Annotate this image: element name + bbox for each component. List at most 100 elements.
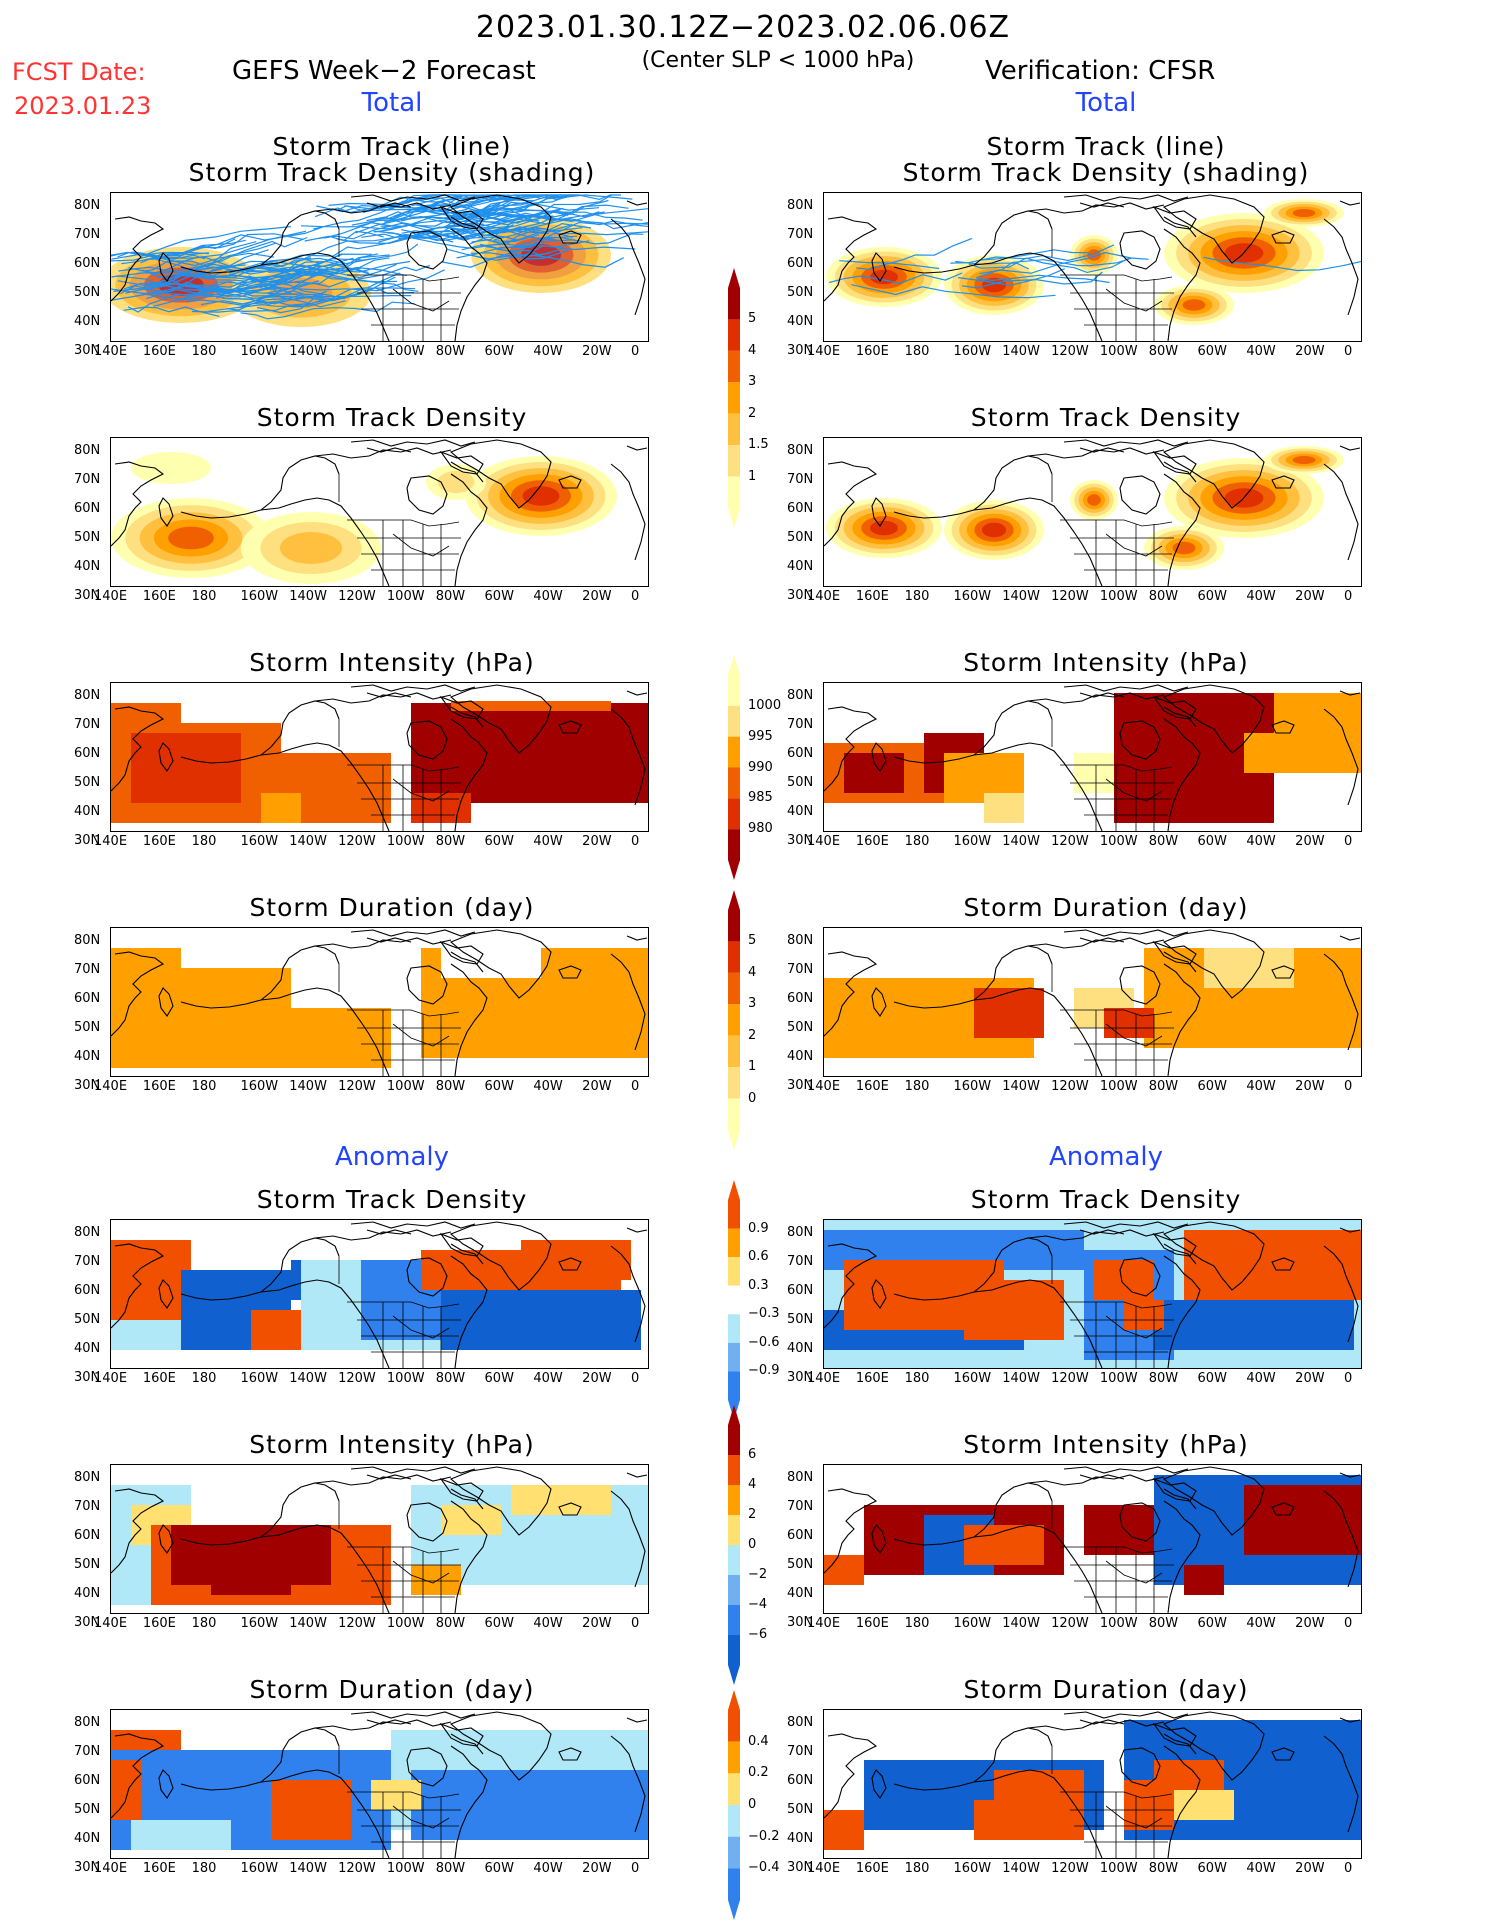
lat-label: 80N: [74, 1470, 101, 1485]
shading-cell: [1174, 1790, 1234, 1820]
cfsr-intensity-panel-svg: [824, 684, 1361, 831]
right-title-intensity-anom: Storm Intensity (hPa): [963, 1430, 1249, 1459]
lon-label: 160W: [953, 589, 992, 604]
shading-cell: [824, 1555, 864, 1585]
right-title-duration: Storm Duration (day): [963, 893, 1249, 922]
storm-track-line: [361, 217, 489, 230]
lon-label: 160W: [240, 1079, 279, 1094]
colorbar-label: 0.3: [748, 1277, 769, 1293]
shading-blob: [1292, 209, 1316, 217]
lon-label: 0: [1344, 1861, 1353, 1876]
lon-label: 160E: [855, 1861, 889, 1876]
lat-label: 30N: [74, 588, 101, 603]
shading-blob: [869, 269, 899, 285]
storm-track-line: [141, 226, 291, 257]
lon-label: 160E: [142, 834, 176, 849]
lat-label: 40N: [787, 1341, 814, 1356]
lat-label: 30N: [787, 833, 814, 848]
storm-track-line: [153, 281, 290, 307]
coastline: [824, 439, 1361, 586]
storm-track-line: [851, 284, 1056, 299]
gefs-density-panel-svg: [111, 439, 648, 586]
political-borders: [1051, 1746, 1174, 1858]
slp-condition: (Center SLP < 1000 hPa): [641, 48, 915, 73]
colorbar-label: 6: [748, 1447, 757, 1462]
gefs-intensity-anomaly-panel-svg: [111, 1466, 648, 1613]
coastline: [824, 684, 1361, 831]
lon-label: 100W: [386, 344, 425, 359]
colorbar-swatch: [728, 736, 740, 768]
political-borders: [1051, 1501, 1174, 1613]
lon-label: 120W: [338, 834, 376, 849]
coastline: [111, 439, 648, 586]
storm-track-line: [200, 272, 307, 288]
storm-track-line: [300, 222, 392, 228]
storm-track-line: [140, 226, 323, 264]
lat-label: 40N: [74, 559, 101, 574]
storm-track-line: [415, 197, 561, 216]
colorbar-swatch: [728, 675, 740, 706]
lon-label: 20W: [1295, 1079, 1325, 1094]
right-anomaly-label: Anomaly: [1048, 1142, 1164, 1172]
gefs-intensity-anomaly-panel: [110, 1464, 649, 1614]
storm-track-line: [240, 301, 415, 320]
shading-blob: [869, 520, 899, 536]
lat-label: 30N: [74, 1615, 101, 1630]
lon-label: 160E: [142, 1861, 176, 1876]
lat-label: 70N: [74, 1254, 101, 1269]
lon-label: 60W: [484, 834, 514, 849]
lon-label: 80W: [435, 834, 466, 849]
cfsr-duration-panel: [823, 927, 1362, 1077]
colorbar-label: −0.6: [748, 1334, 780, 1350]
cfsr-density-anomaly-panel-svg: [824, 1220, 1361, 1368]
storm-track-line: [222, 272, 401, 305]
lat-label: 70N: [787, 472, 814, 487]
shading-cell: [1084, 1505, 1154, 1555]
political-borders: [1051, 964, 1174, 1076]
lon-label: 180: [191, 1371, 217, 1386]
shading-cell: [1124, 1780, 1174, 1830]
storm-track-line: [118, 257, 354, 283]
lon-label: 140W: [1002, 1079, 1040, 1094]
lon-label: 40W: [1246, 589, 1276, 604]
lon-label: 80W: [435, 1861, 466, 1876]
lat-label: 70N: [74, 1744, 101, 1759]
colorbar-swatch: [728, 941, 740, 973]
shading-cell: [1184, 1565, 1224, 1595]
gefs-duration-panel-svg: [111, 929, 648, 1076]
colorbar-label: 4: [748, 964, 757, 980]
storm-track-line: [958, 268, 1065, 286]
lon-label: 160W: [240, 834, 279, 849]
lon-label: 140E: [807, 834, 841, 849]
storm-track-line: [961, 271, 1103, 289]
storm-track-line: [127, 282, 282, 313]
shading-cell: [111, 1760, 141, 1820]
lon-label: 120W: [338, 344, 376, 359]
lon-label: 140W: [289, 1079, 327, 1094]
lon-label: 60W: [1197, 589, 1227, 604]
lon-label: 120W: [1051, 589, 1089, 604]
lat-label: 50N: [787, 1020, 814, 1035]
lon-label: 20W: [1295, 834, 1325, 849]
lon-label: 160E: [855, 589, 889, 604]
storm-track-line: [248, 264, 431, 285]
lat-label: 60N: [787, 1283, 814, 1298]
lat-label: 30N: [787, 1615, 814, 1630]
lon-label: 40W: [533, 834, 563, 849]
lat-label: 50N: [787, 1557, 814, 1572]
colorbar-swatch: [728, 1805, 740, 1837]
shading-cell: [411, 1770, 648, 1840]
colorbar-label: 1: [748, 1059, 757, 1075]
colorbar-label: 0.2: [748, 1765, 769, 1781]
colorbar-swatch: [728, 1371, 740, 1400]
lon-label: 140E: [94, 1616, 128, 1631]
shading-blob: [1087, 494, 1101, 506]
lon-label: 160E: [142, 1079, 176, 1094]
storm-track-line: [459, 204, 629, 231]
lon-label: 0: [1344, 589, 1353, 604]
lon-label: 120W: [338, 1616, 376, 1631]
colorbar-label: 995: [748, 728, 773, 744]
colorbar-swatch: [728, 1314, 740, 1343]
colorbar-label: 5: [748, 933, 757, 949]
coastline: [111, 1466, 648, 1613]
